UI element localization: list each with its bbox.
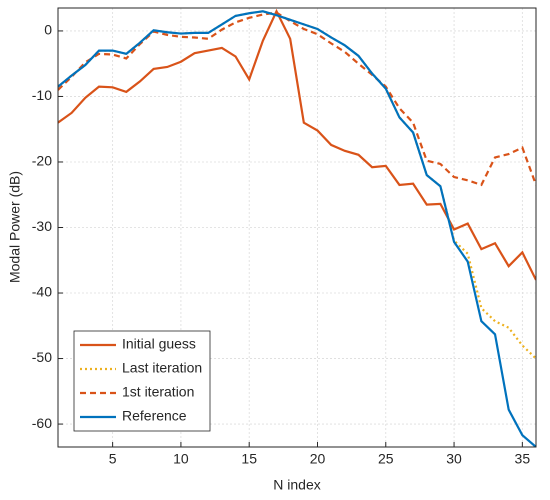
series-line <box>58 8 536 281</box>
x-tick-label: 5 <box>109 451 117 467</box>
x-axis-label: N index <box>273 477 320 493</box>
legend-label: Initial guess <box>122 336 196 352</box>
legend-label: 1st iteration <box>122 384 194 400</box>
y-axis-label: Modal Power (dB) <box>7 171 23 283</box>
series-line <box>58 10 536 447</box>
y-tick-label: -50 <box>32 349 52 365</box>
y-tick-label: -30 <box>32 218 52 234</box>
x-tick-label: 30 <box>446 451 462 467</box>
legend-label: Last iteration <box>122 360 202 376</box>
x-tick-label: 10 <box>173 451 189 467</box>
y-tick-label: -10 <box>32 87 52 103</box>
series-line <box>58 11 536 187</box>
x-tick-label: 35 <box>515 451 531 467</box>
x-tick-label: 25 <box>378 451 394 467</box>
legend-label: Reference <box>122 408 187 424</box>
y-tick-label: -60 <box>32 415 52 431</box>
legend-box <box>73 330 211 432</box>
y-tick-label: 0 <box>44 22 52 38</box>
y-tick-label: -20 <box>32 153 52 169</box>
plot-lines <box>58 8 536 447</box>
y-tick-label: -40 <box>32 284 52 300</box>
series-line <box>58 10 536 360</box>
x-tick-label: 15 <box>241 451 257 467</box>
x-tick-label: 20 <box>310 451 326 467</box>
axes-box <box>57 7 537 448</box>
